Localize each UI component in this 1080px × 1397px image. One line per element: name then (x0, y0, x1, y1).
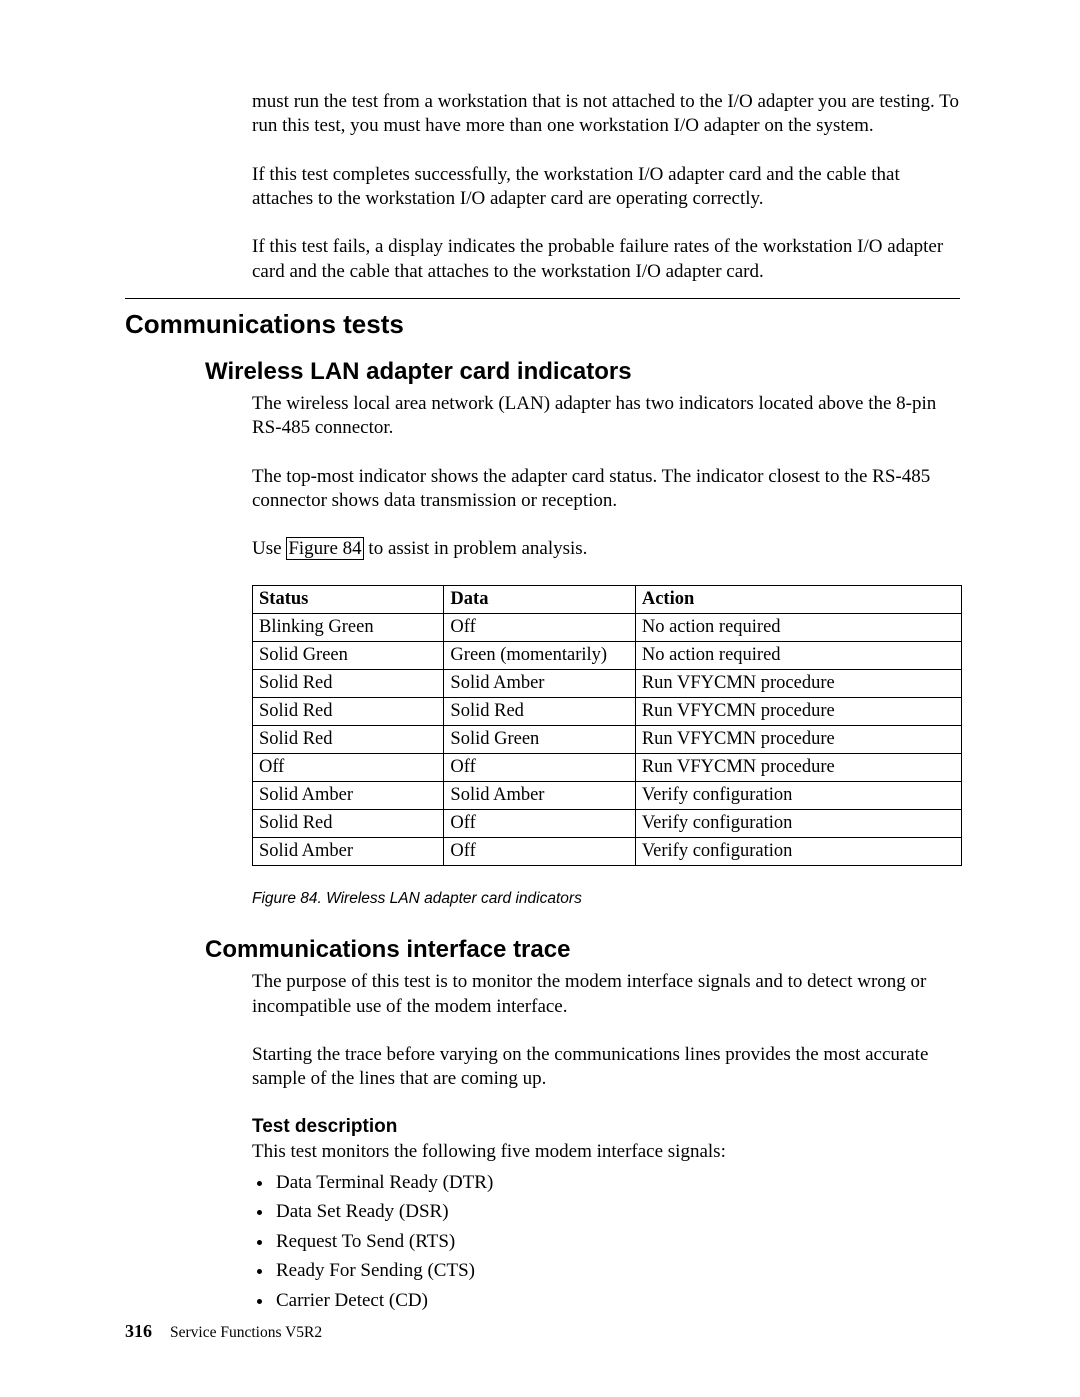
table-cell: Off (253, 754, 444, 782)
list-item: Data Set Ready (DSR) (274, 1197, 962, 1226)
list-item: Carrier Detect (CD) (274, 1286, 962, 1315)
heading-communications-tests: Communications tests (125, 309, 965, 340)
wlan-indicator-table: Status Data Action Blinking GreenOffNo a… (252, 585, 962, 866)
page-number: 316 (125, 1321, 152, 1341)
section-rule (125, 298, 960, 299)
table-cell: Run VFYCMN procedure (635, 670, 961, 698)
th-status: Status (253, 586, 444, 614)
intro-para-2: If this test completes successfully, the… (252, 163, 962, 212)
table-cell: Green (momentarily) (444, 642, 635, 670)
table-cell: Solid Red (253, 670, 444, 698)
table-header-row: Status Data Action (253, 586, 962, 614)
wlan-p3-post: to assist in problem analysis. (364, 538, 588, 559)
table-cell: Solid Red (253, 698, 444, 726)
table-row: Solid AmberOffVerify configuration (253, 838, 962, 866)
table-row: Solid RedSolid GreenRun VFYCMN procedure (253, 726, 962, 754)
testdesc-intro: This test monitors the following five mo… (252, 1140, 962, 1164)
th-data: Data (444, 586, 635, 614)
table-row: Solid RedSolid RedRun VFYCMN procedure (253, 698, 962, 726)
wlan-para-3: Use Figure 84 to assist in problem analy… (252, 537, 962, 561)
heading-comm-interface-trace: Communications interface trace (205, 936, 965, 964)
table-row: Blinking GreenOffNo action required (253, 614, 962, 642)
table-cell: Off (444, 754, 635, 782)
table-cell: Solid Amber (253, 838, 444, 866)
table-row: Solid RedOffVerify configuration (253, 810, 962, 838)
wlan-p3-pre: Use (252, 538, 286, 559)
table-cell: Off (444, 838, 635, 866)
page-footer: 316 Service Functions V5R2 (125, 1321, 322, 1342)
table-row: Solid RedSolid AmberRun VFYCMN procedure (253, 670, 962, 698)
table-cell: Blinking Green (253, 614, 444, 642)
wlan-para-1: The wireless local area network (LAN) ad… (252, 392, 962, 441)
table-row: OffOffRun VFYCMN procedure (253, 754, 962, 782)
table-cell: Solid Amber (253, 782, 444, 810)
cit-para-2: Starting the trace before varying on the… (252, 1043, 962, 1092)
list-item: Data Terminal Ready (DTR) (274, 1168, 962, 1197)
th-action: Action (635, 586, 961, 614)
table-cell: Solid Red (253, 726, 444, 754)
footer-title: Service Functions V5R2 (170, 1324, 322, 1341)
table-cell: Solid Amber (444, 670, 635, 698)
intro-para-3: If this test fails, a display indicates … (252, 235, 962, 284)
table-cell: Verify configuration (635, 838, 961, 866)
list-item: Ready For Sending (CTS) (274, 1256, 962, 1285)
table-cell: Off (444, 810, 635, 838)
table-cell: No action required (635, 642, 961, 670)
table-cell: Run VFYCMN procedure (635, 698, 961, 726)
table-row: Solid AmberSolid AmberVerify configurati… (253, 782, 962, 810)
wlan-para-2: The top-most indicator shows the adapter… (252, 465, 962, 514)
table-cell: Solid Red (253, 810, 444, 838)
cit-para-1: The purpose of this test is to monitor t… (252, 970, 962, 1019)
table-cell: No action required (635, 614, 961, 642)
table-cell: Solid Green (444, 726, 635, 754)
intro-para-1: must run the test from a workstation tha… (252, 90, 962, 139)
table-cell: Run VFYCMN procedure (635, 726, 961, 754)
table-cell: Off (444, 614, 635, 642)
table-cell: Solid Green (253, 642, 444, 670)
signal-list: Data Terminal Ready (DTR)Data Set Ready … (252, 1168, 962, 1315)
table-cell: Run VFYCMN procedure (635, 754, 961, 782)
table-cell: Solid Red (444, 698, 635, 726)
figure-84-link[interactable]: Figure 84 (286, 537, 363, 560)
list-item: Request To Send (RTS) (274, 1227, 962, 1256)
table-cell: Verify configuration (635, 810, 961, 838)
heading-wlan-indicators: Wireless LAN adapter card indicators (205, 358, 965, 386)
table-cell: Solid Amber (444, 782, 635, 810)
table-cell: Verify configuration (635, 782, 961, 810)
table-row: Solid GreenGreen (momentarily)No action … (253, 642, 962, 670)
figure-84-caption: Figure 84. Wireless LAN adapter card ind… (252, 890, 962, 908)
heading-test-description: Test description (252, 1116, 962, 1138)
